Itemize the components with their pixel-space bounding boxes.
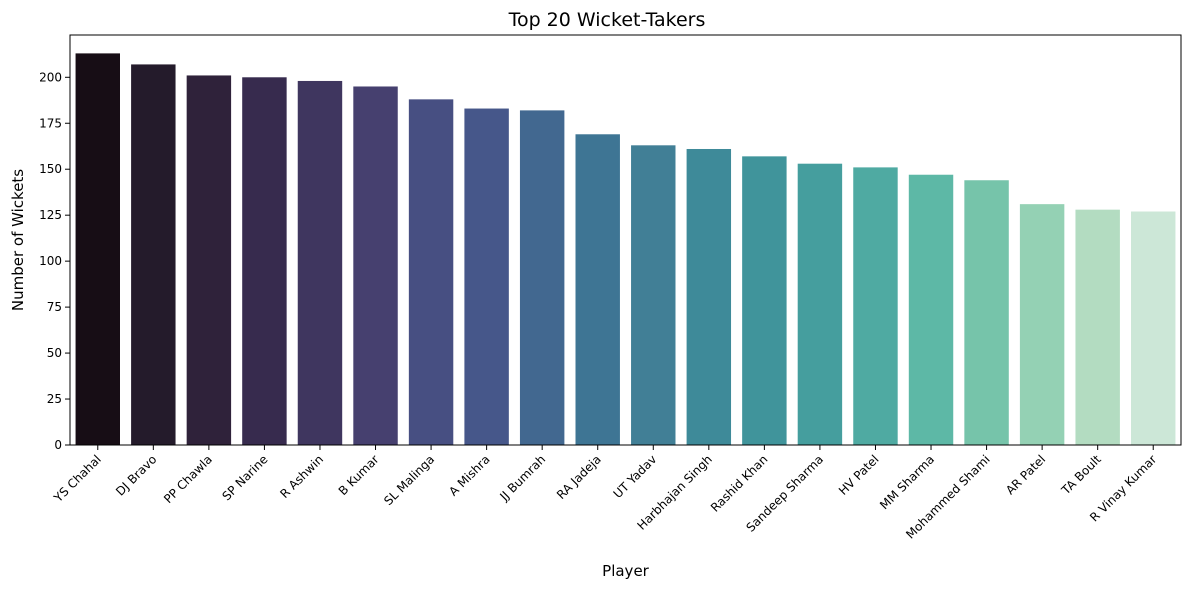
bar-dj-bravo — [131, 64, 176, 446]
bar-sandeep-sharma — [797, 163, 843, 445]
y-tick-label: 0 — [54, 438, 62, 452]
x-tick-label: SL Malinga — [381, 452, 437, 508]
chart-title: Top 20 Wicket-Takers — [508, 9, 706, 31]
bar-r-ashwin — [297, 80, 343, 446]
bar-r-vinay-kumar — [1131, 211, 1176, 445]
bar-jj-bumrah — [519, 110, 565, 445]
y-tick-label: 50 — [47, 346, 62, 360]
y-tick-label: 100 — [39, 254, 62, 268]
bar-pp-chawla — [186, 75, 232, 445]
bar-ra-jadeja — [575, 134, 620, 445]
x-tick-label: MM Sharma — [877, 452, 937, 512]
bar-a-mishra — [464, 108, 509, 445]
y-tick-label: 150 — [39, 162, 62, 176]
bar-mm-sharma — [908, 174, 954, 446]
bars-group — [75, 53, 1176, 446]
x-tick-label: DJ Bravo — [113, 452, 159, 498]
y-axis: 0 25 50 75 100 125 150 175 200 — [39, 70, 70, 452]
bar-sp-narine — [242, 77, 287, 445]
bar-ut-yadav — [631, 145, 676, 445]
bar-ar-patel — [1019, 204, 1065, 445]
bar-harbhajan-singh — [686, 148, 732, 446]
x-axis-title: Player — [602, 562, 650, 580]
bar-b-kumar — [353, 86, 398, 445]
x-tick-label: JJ Bumrah — [496, 452, 548, 504]
bar-mohammed-shami — [964, 180, 1009, 445]
x-tick-label: SP Narine — [219, 452, 270, 503]
x-tick-label: HV Patel — [836, 452, 882, 498]
x-tick-label: YS Chahal — [51, 452, 104, 505]
y-axis-title: Number of Wickets — [9, 169, 27, 311]
x-tick-label: TA Boult — [1058, 452, 1104, 498]
plot-frame — [69, 34, 1182, 446]
y-tick-label: 200 — [39, 70, 62, 84]
bar-sl-malinga — [408, 99, 454, 445]
y-tick-label: 175 — [39, 116, 62, 130]
x-tick-label: PP Chawla — [161, 452, 215, 506]
x-tick-label: Rashid Khan — [708, 452, 771, 515]
bar-hv-patel — [853, 167, 898, 445]
x-tick-label: RA Jadeja — [554, 452, 604, 502]
x-tick-label: UT Yadav — [611, 452, 660, 501]
x-tick-label: R Ashwin — [277, 452, 326, 501]
bar-ys-chahal — [75, 53, 120, 445]
x-tick-label: AR Patel — [1003, 452, 1048, 497]
x-axis: YS Chahal DJ Bravo PP Chawla SP Narine R Ash… — [51, 445, 1159, 542]
bar-rashid-khan — [742, 156, 787, 445]
bar-ta-boult — [1075, 209, 1120, 445]
y-tick-label: 75 — [47, 300, 62, 314]
x-tick-label: B Kumar — [336, 452, 382, 498]
y-tick-label: 125 — [39, 208, 62, 222]
y-tick-label: 25 — [47, 392, 62, 406]
x-tick-label: A Mishra — [446, 452, 493, 499]
